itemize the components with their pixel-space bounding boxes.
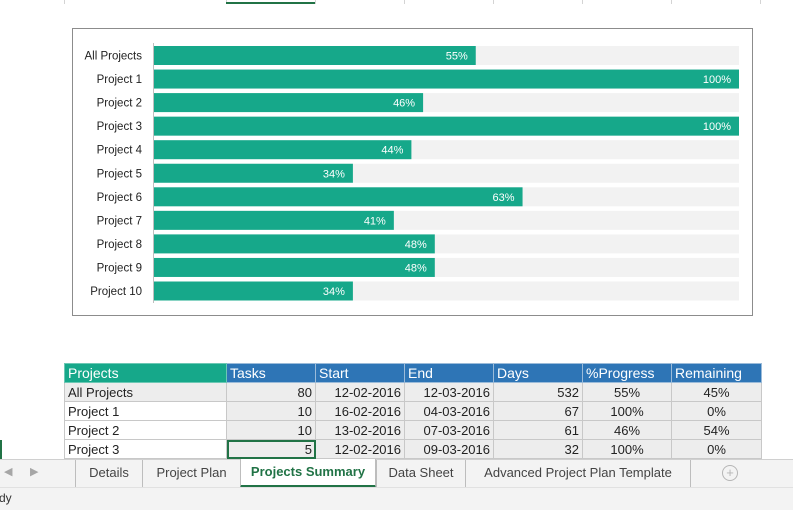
progress-chart[interactable]: 55% All Projects 100% Project 1 46% Project 2…	[72, 28, 753, 316]
category-label: All Projects	[84, 51, 142, 63]
cell-days[interactable]: 67	[493, 401, 583, 421]
cell-progress[interactable]: 100%	[582, 401, 672, 421]
cell-project-name[interactable]: Project 3	[64, 439, 227, 459]
cell-remaining[interactable]: 54%	[671, 420, 762, 440]
cell-start[interactable]: 12-02-2016	[315, 382, 405, 402]
cell-days[interactable]: 532	[493, 382, 583, 402]
cell-start[interactable]: 13-02-2016	[315, 420, 405, 440]
category-label: Project 10	[90, 286, 142, 298]
table-row: Project 1 10 16-02-2016 04-03-2016 67 10…	[64, 401, 762, 421]
bar-value-label: 48%	[405, 239, 427, 251]
tab-advanced-project-plan-template[interactable]: Advanced Project Plan Template	[465, 460, 691, 487]
cell-days[interactable]: 32	[493, 439, 583, 459]
progress-bar[interactable]	[154, 257, 435, 277]
gridline	[64, 0, 65, 4]
cell-end[interactable]: 07-03-2016	[404, 420, 494, 440]
category-label: Project 2	[97, 98, 142, 110]
status-bar: dy	[0, 487, 793, 510]
gridline	[404, 0, 405, 4]
header-remaining[interactable]: Remaining	[671, 363, 762, 383]
category-label: Project 1	[97, 74, 142, 86]
header-start[interactable]: Start	[315, 363, 405, 383]
gridline	[315, 0, 316, 4]
progress-bar[interactable]	[154, 234, 435, 254]
cell-end[interactable]: 09-03-2016	[404, 439, 494, 459]
category-label: Project 8	[97, 239, 142, 251]
prev-sheet-icon[interactable]: ◀	[4, 466, 13, 478]
cell-tasks[interactable]: 10	[226, 401, 316, 421]
cell-end[interactable]: 04-03-2016	[404, 401, 494, 421]
progress-bar[interactable]	[154, 140, 412, 160]
cell-progress[interactable]: 55%	[582, 382, 672, 402]
bar-value-label: 55%	[446, 51, 468, 63]
bar-value-label: 100%	[703, 121, 731, 133]
projects-summary-table: Projects Tasks Start End Days %Progress …	[64, 363, 762, 459]
category-label: Project 7	[97, 215, 142, 227]
cell-start[interactable]: 16-02-2016	[315, 401, 405, 421]
bar-value-label: 34%	[323, 286, 345, 298]
category-label: Project 5	[97, 168, 142, 180]
table-row: All Projects 80 12-02-2016 12-03-2016 53…	[64, 382, 762, 402]
cell-remaining[interactable]: 0%	[671, 439, 762, 459]
progress-bar[interactable]	[154, 69, 739, 89]
cell-project-name[interactable]: Project 2	[64, 420, 227, 440]
bar-value-label: 48%	[405, 262, 427, 274]
category-label: Project 4	[97, 145, 143, 157]
table-row: Project 3 5 12-02-2016 09-03-2016 32 100…	[64, 439, 762, 459]
tab-project-plan[interactable]: Project Plan	[142, 460, 240, 487]
gridline	[671, 0, 672, 4]
category-label: Project 9	[97, 262, 142, 274]
bar-value-label: 34%	[323, 168, 345, 180]
header-projects[interactable]: Projects	[64, 363, 227, 383]
column-gridlines	[0, 0, 793, 6]
header-progress[interactable]: %Progress	[582, 363, 672, 383]
tab-projects-summary[interactable]: Projects Summary	[240, 459, 376, 488]
status-text: dy	[0, 491, 12, 505]
selected-column-marker	[226, 2, 315, 4]
cell-tasks[interactable]: 80	[226, 382, 316, 402]
progress-bar[interactable]	[154, 187, 523, 207]
cell-progress[interactable]: 46%	[582, 420, 672, 440]
bar-value-label: 44%	[381, 145, 403, 157]
progress-bar[interactable]	[154, 163, 353, 183]
cell-days[interactable]: 61	[493, 420, 583, 440]
bar-value-label: 41%	[364, 215, 386, 227]
tab-details[interactable]: Details	[75, 460, 142, 487]
cell-start[interactable]: 12-02-2016	[315, 439, 405, 459]
add-sheet-icon[interactable]: +	[722, 465, 738, 481]
bar-value-label: 46%	[393, 98, 415, 110]
progress-chart-svg: 55% All Projects 100% Project 1 46% Project 2…	[84, 43, 739, 303]
sheet-tab-bar: ◀ ▶ Details Project Plan Projects Summar…	[0, 459, 793, 488]
gridline	[493, 0, 494, 4]
cell-end[interactable]: 12-03-2016	[404, 382, 494, 402]
cell-tasks[interactable]: 10	[226, 420, 316, 440]
gridline	[760, 0, 761, 4]
progress-bar[interactable]	[154, 93, 424, 113]
header-tasks[interactable]: Tasks	[226, 363, 316, 383]
header-days[interactable]: Days	[493, 363, 583, 383]
cell-progress[interactable]: 100%	[582, 439, 672, 459]
progress-bar[interactable]	[154, 210, 394, 230]
next-sheet-icon[interactable]: ▶	[30, 466, 39, 478]
cell-remaining[interactable]: 0%	[671, 401, 762, 421]
tab-data-sheet[interactable]: Data Sheet	[376, 460, 465, 487]
table-row: Project 2 10 13-02-2016 07-03-2016 61 46…	[64, 420, 762, 440]
gridline	[582, 0, 583, 4]
cell-project-name[interactable]: All Projects	[64, 382, 227, 402]
cell-remaining[interactable]: 45%	[671, 382, 762, 402]
progress-bar[interactable]	[154, 46, 476, 65]
progress-bar[interactable]	[154, 281, 353, 301]
cell-tasks-active[interactable]: 5	[226, 439, 316, 459]
table-header-row: Projects Tasks Start End Days %Progress …	[64, 363, 762, 383]
bar-value-label: 100%	[703, 74, 731, 86]
category-label: Project 6	[97, 192, 142, 204]
bar-value-label: 63%	[493, 192, 515, 204]
row-selection-edge	[0, 440, 2, 459]
category-label: Project 3	[97, 121, 142, 133]
cell-project-name[interactable]: Project 1	[64, 401, 227, 421]
header-end[interactable]: End	[404, 363, 494, 383]
progress-bar[interactable]	[154, 116, 739, 136]
